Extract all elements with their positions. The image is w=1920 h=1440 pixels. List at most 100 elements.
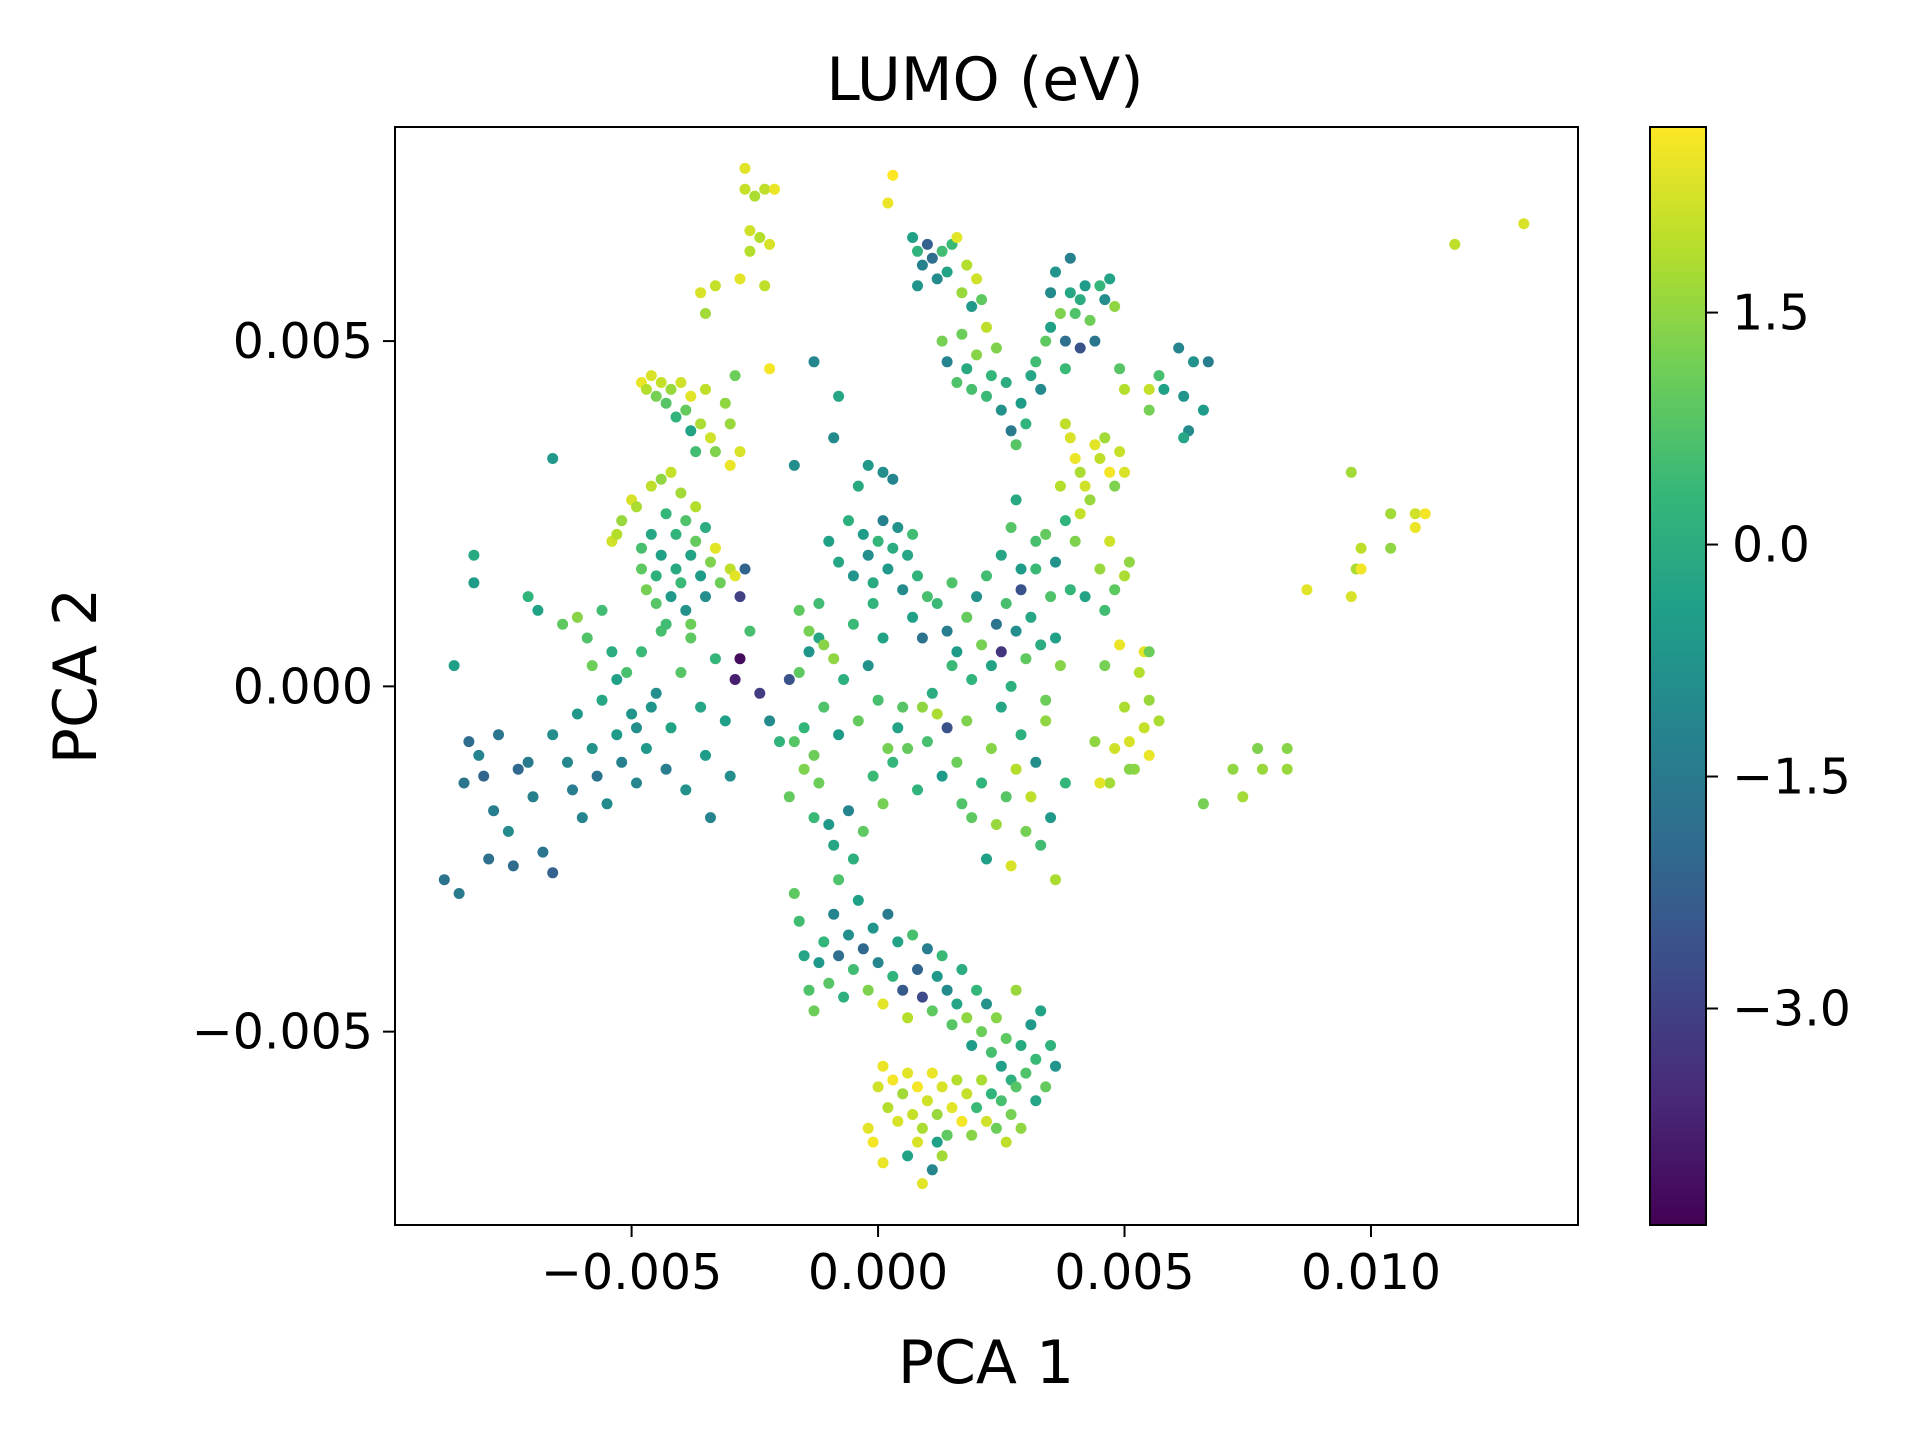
data-point [1094, 453, 1106, 464]
data-point [527, 791, 539, 803]
data-point [631, 501, 642, 513]
data-point [700, 749, 711, 761]
data-point [1197, 798, 1209, 810]
data-point [862, 1122, 874, 1134]
data-point [744, 625, 756, 637]
data-point [1099, 660, 1111, 672]
data-point [803, 984, 815, 996]
data-point [680, 784, 692, 796]
data-point [724, 418, 736, 430]
data-point [774, 736, 785, 748]
data-point [611, 674, 623, 685]
data-point [1143, 749, 1155, 761]
data-point [581, 632, 593, 644]
data-point [1518, 218, 1530, 230]
data-point [981, 853, 992, 865]
data-point [1005, 860, 1017, 872]
data-point [1059, 335, 1071, 347]
data-point [990, 342, 1002, 354]
data-point [1257, 763, 1268, 775]
data-point [897, 701, 909, 713]
data-point [921, 1095, 933, 1107]
data-point [631, 777, 642, 789]
data-point [1064, 432, 1076, 444]
data-point [857, 943, 869, 955]
data-point [1119, 466, 1130, 478]
data-point [941, 356, 953, 368]
data-point [709, 280, 721, 292]
data-point [705, 812, 716, 824]
data-point [1109, 584, 1121, 596]
data-point [966, 812, 978, 824]
data-point [754, 687, 766, 699]
data-point [976, 294, 988, 306]
data-point [1045, 1040, 1057, 1051]
data-point [690, 446, 702, 458]
data-point [640, 743, 652, 754]
data-point [483, 853, 495, 865]
data-point [557, 618, 569, 630]
data-point [665, 466, 677, 478]
data-point [966, 383, 978, 395]
data-point [981, 321, 992, 333]
data-point [867, 922, 879, 934]
data-point [453, 888, 465, 899]
data-point [724, 770, 736, 782]
data-point [912, 964, 923, 975]
data-point [1000, 1033, 1012, 1044]
data-point [670, 528, 682, 540]
data-point [532, 604, 544, 616]
data-point [823, 977, 835, 989]
data-point [1153, 715, 1165, 727]
data-point [1089, 335, 1101, 347]
data-point [700, 308, 711, 319]
data-point [921, 736, 933, 748]
data-point [1281, 743, 1293, 754]
data-point [882, 563, 894, 575]
data-point [1054, 660, 1066, 672]
data-point [852, 894, 864, 906]
data-point [1064, 252, 1076, 264]
data-point [877, 466, 889, 478]
data-point [941, 266, 953, 278]
data-point [907, 929, 919, 941]
x-tick-label: −0.005 [541, 1244, 722, 1301]
data-point [931, 708, 943, 720]
data-point [1000, 1136, 1012, 1148]
data-point [606, 646, 618, 658]
data-point [803, 646, 815, 658]
data-point [734, 653, 746, 665]
data-point [887, 169, 899, 181]
data-point [813, 777, 825, 789]
data-point [1119, 701, 1130, 713]
data-point [685, 390, 697, 402]
data-point [680, 404, 692, 416]
data-point [705, 556, 716, 568]
data-point [660, 508, 672, 520]
data-point [1385, 542, 1397, 554]
data-point [709, 446, 721, 458]
data-point [680, 515, 692, 527]
data-point [1000, 377, 1012, 388]
data-point [921, 238, 933, 250]
data-point [956, 1115, 968, 1127]
data-point [695, 701, 707, 713]
data-point [571, 708, 583, 720]
data-point [670, 411, 682, 423]
data-point [1409, 508, 1421, 520]
data-point [719, 715, 731, 727]
data-point [971, 1102, 983, 1114]
data-point [1069, 308, 1081, 319]
data-point [1025, 791, 1037, 803]
data-point [931, 273, 943, 285]
data-point [729, 570, 741, 582]
data-point [833, 556, 845, 568]
data-point [1050, 1060, 1061, 1072]
data-point [990, 618, 1002, 630]
data-point [887, 970, 899, 982]
data-point [1178, 432, 1190, 444]
data-point [522, 591, 534, 603]
data-point [882, 908, 894, 920]
data-point [665, 591, 677, 603]
data-point [1094, 777, 1106, 789]
